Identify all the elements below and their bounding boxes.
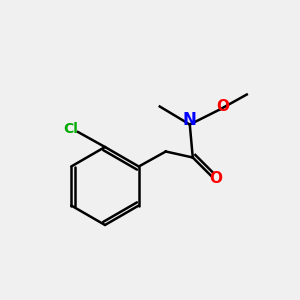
Text: N: N: [183, 111, 197, 129]
Text: O: O: [209, 171, 222, 186]
Text: Cl: Cl: [63, 122, 78, 136]
Text: O: O: [216, 99, 229, 114]
